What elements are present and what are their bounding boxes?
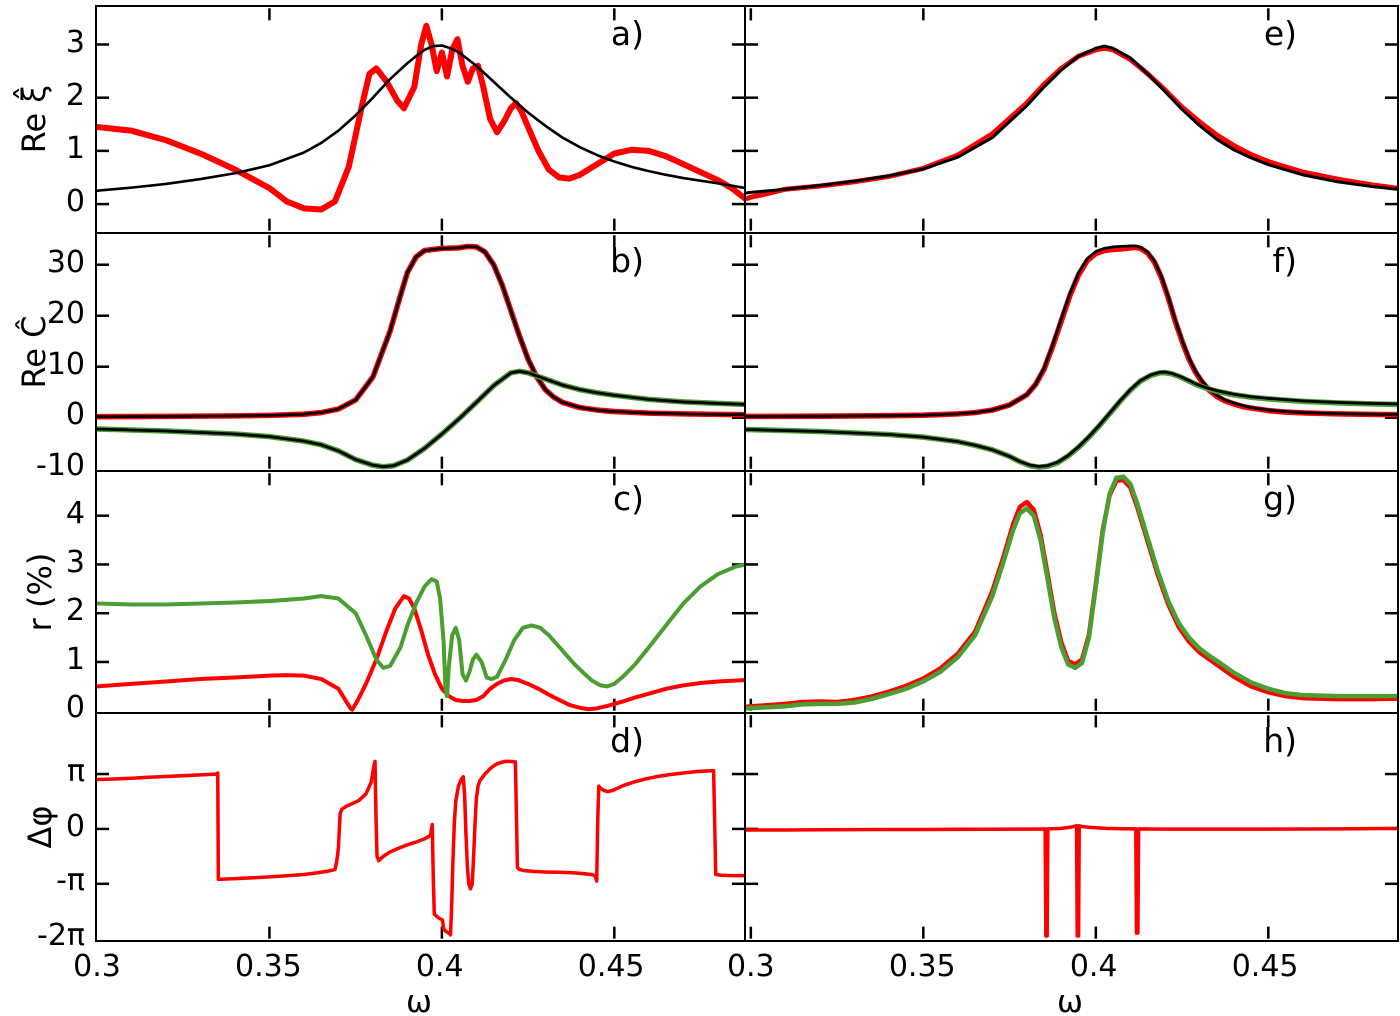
series-red-curve: [746, 477, 1397, 710]
y-tick-label: π: [66, 754, 85, 790]
y-tick-label: 0: [65, 690, 85, 725]
y-tick-label: 0: [65, 808, 85, 844]
panel-a: a): [95, 5, 746, 234]
panel-h: h): [744, 712, 1399, 942]
y-axis-label-re-xi: Re ξ̂: [15, 84, 53, 154]
panel-f: f): [744, 232, 1399, 472]
y-tick-label: 1: [65, 130, 85, 166]
y-tick-label: 3: [65, 544, 85, 580]
y-tick-label: 2: [65, 77, 85, 113]
panel-b: b): [95, 232, 746, 472]
series-black-over-red: [97, 244, 744, 419]
y-axis-label-delta-phi: Δφ: [21, 805, 59, 849]
y-axis-label-r-percent: r (%): [21, 552, 59, 632]
panel-g-plot: [746, 473, 1397, 711]
series-red-curve: [97, 594, 744, 712]
y-tick-label: 1: [65, 641, 85, 677]
panel-h-label: h): [1263, 721, 1297, 760]
x-tick-label: 0.4: [1069, 949, 1118, 984]
x-tick-label: 0.3: [73, 949, 121, 984]
series-red-curve: [746, 244, 1397, 420]
panel-b-plot: [97, 235, 744, 470]
panel-e-label: e): [1263, 14, 1297, 53]
y-tick-label: 2: [65, 593, 85, 629]
y-tick-label: 30: [46, 245, 85, 281]
y-tick-label: 20: [46, 295, 85, 331]
series-black-over-green: [97, 369, 744, 469]
y-tick-label: -10: [36, 448, 85, 483]
panel-h-plot: [746, 715, 1397, 939]
series-red-curve: [97, 22, 744, 213]
x-tick-label: 0.45: [1231, 949, 1299, 984]
series-black-curve: [746, 44, 1397, 195]
panel-c: c): [95, 470, 746, 714]
panel-e: e): [744, 5, 1399, 234]
y-tick-label: 0: [65, 397, 85, 433]
panel-a-plot: [97, 8, 744, 231]
panel-c-label: c): [612, 479, 644, 518]
x-axis-label-right: ω: [1057, 984, 1083, 1016]
panel-b-label: b): [610, 241, 644, 280]
x-tick-label: 0.4: [415, 949, 464, 984]
series-black-curve: [97, 44, 744, 193]
y-tick-label: -π: [56, 863, 85, 899]
y-tick-label: 0: [65, 183, 85, 219]
x-axis-label-left: ω: [406, 984, 432, 1016]
series-red-curve: [97, 243, 744, 420]
panel-d-plot: [97, 715, 744, 939]
series-black-over-red: [746, 244, 1397, 418]
series-green-curve: [746, 474, 1397, 711]
x-tick-label: 0.45: [577, 949, 645, 984]
x-tick-label: 0.35: [234, 949, 302, 984]
series-red-curve: [97, 759, 744, 937]
panel-f-label: f): [1272, 241, 1298, 280]
x-tick-label: 0.35: [888, 949, 956, 984]
panel-g: g): [744, 470, 1399, 714]
x-tick-label: 0.3: [726, 949, 775, 984]
panel-e-plot: [746, 8, 1397, 231]
panel-f-plot: [746, 235, 1397, 470]
panel-a-label: a): [610, 14, 644, 53]
y-tick-label: 3: [65, 24, 85, 60]
panel-d: d): [95, 712, 746, 942]
panel-c-plot: [97, 473, 744, 712]
y-tick-label: 4: [65, 496, 85, 532]
series-red-curve: [746, 823, 1397, 938]
panel-g-label: g): [1263, 479, 1297, 518]
y-tick-label: -2π: [37, 918, 85, 953]
series-green-curve: [97, 562, 744, 699]
series-black-over-green: [746, 370, 1397, 468]
series-red-curve: [746, 45, 1397, 202]
panel-d-label: d): [610, 721, 644, 760]
y-tick-label: 10: [46, 346, 85, 382]
